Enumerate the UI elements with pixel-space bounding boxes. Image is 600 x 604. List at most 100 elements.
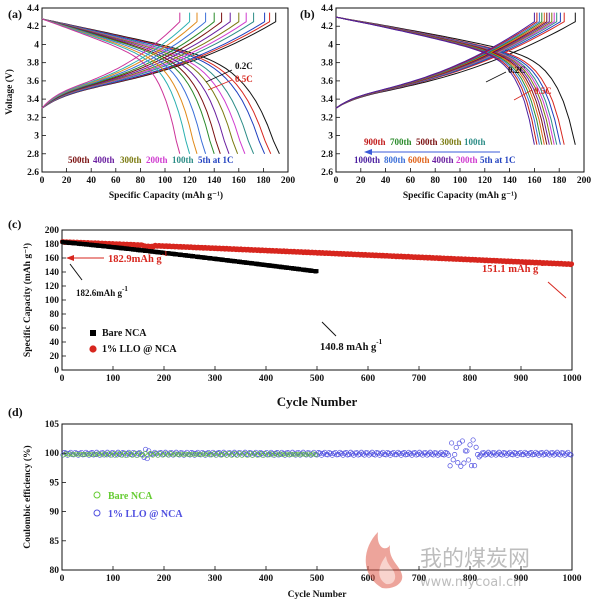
panel-d-point-llo <box>360 451 366 457</box>
panel-d-point-bare <box>173 451 178 457</box>
panel-a-xtick-label: 20 <box>62 176 72 186</box>
panel-c-point-llo <box>568 261 575 267</box>
panel-c-ann-1826: 182.6mAh g-1 <box>76 285 128 298</box>
panel-c-ann-1511: 151.1 mAh g-1 <box>482 260 545 275</box>
panel-c-ann-line-3 <box>321 321 337 337</box>
panel-d-ytick-label: 100 <box>45 449 60 459</box>
panel-b-cyc-800: 800th <box>384 155 406 165</box>
panel-d-point-llo <box>407 451 413 457</box>
panel-c-ann-1511-text: 151.1 mAh g <box>482 264 539 275</box>
panel-a-ytick-label: 3.8 <box>27 59 39 69</box>
panel-d-point-llo <box>563 451 569 457</box>
panel-d-point-bare <box>74 451 79 457</box>
panel-d-legend-marker-llo <box>93 509 101 517</box>
panel-b-ann-02c: 0.2C <box>508 65 526 75</box>
panel-c-legend: Bare NCA 1% LLO @ NCA <box>89 328 177 355</box>
panel-d-point-bare <box>193 452 199 457</box>
panel-a-xtick-label: 0 <box>40 176 45 186</box>
panel-c-legend-marker-bare <box>90 330 96 336</box>
panel-b-xtick-label: 180 <box>552 176 567 186</box>
panel-d-point-bare <box>191 451 196 457</box>
panel-d-point-llo <box>458 463 464 469</box>
panel-a-charge-curve-12 <box>41 12 181 109</box>
panel-c-tag: (c) <box>8 217 21 231</box>
panel-d-point-llo <box>455 460 461 466</box>
panel-a-ytick-label: 3.2 <box>27 113 39 123</box>
panel-b-cyc-900: 900th <box>364 137 386 147</box>
panel-d-point-llo <box>522 449 528 455</box>
panel-d-point-bare <box>267 451 273 456</box>
panel-d-point-llo <box>424 452 430 458</box>
panel-d-point-bare <box>91 451 97 457</box>
panel-c-ann-1829-text: 182.9mAh g <box>108 254 162 265</box>
panel-d-point-bare <box>300 451 306 457</box>
panel-d-point-llo <box>143 446 149 452</box>
panel-c-xtick-label: 500 <box>310 374 325 384</box>
panel-b-ytick-label: 2.6 <box>321 168 333 178</box>
panel-a-cyc-400: 400th <box>93 155 115 165</box>
panel-d-point-bare <box>104 452 110 458</box>
panel-d-point-bare <box>308 452 314 458</box>
panel-c-ann-1408: 140.8 mAh g-1 <box>320 338 383 353</box>
panel-b-ytick-label: 4 <box>328 40 333 50</box>
panel-b-ytick-label: 4.4 <box>321 4 333 14</box>
panel-d-point-bare <box>270 452 275 458</box>
panel-a-xtick-label: 180 <box>256 176 271 186</box>
panel-d-point-bare <box>280 452 286 458</box>
panel-b-xtick-label: 40 <box>381 176 391 186</box>
panel-a-charge-curve-10 <box>41 12 198 109</box>
panel-b-cyc-100: 100th <box>464 137 486 147</box>
panel-a-ytick-label: 4.4 <box>27 4 39 14</box>
panel-d-point-bare <box>181 452 186 457</box>
panel-d-point-llo <box>449 440 455 446</box>
panel-c-axes: 0 100 200 300 400 500 600 700 800 900 1000 0 20 40 60 8… <box>45 226 582 384</box>
panel-c-ann-line-2 <box>69 263 83 281</box>
panel-a-discharge-curve-8 <box>41 18 215 154</box>
panel-d-point-llo <box>395 449 401 455</box>
panel-d-point-bare <box>293 451 298 457</box>
panel-a-ytick-label: 3 <box>34 132 39 142</box>
panel-d-point-bare <box>204 452 209 458</box>
panel-d-point-llo <box>476 454 482 460</box>
panel-b-cyc-700: 700th <box>390 137 412 147</box>
panel-b-cyc-600: 600th <box>408 155 430 165</box>
panel-b-ytick-label: 2.8 <box>321 150 333 160</box>
panel-a-ytick-label: 2.6 <box>27 168 39 178</box>
panel-d-point-bare <box>275 452 281 458</box>
panel-a-ytick-label: 2.8 <box>27 150 39 160</box>
panel-a-discharge-curve-4 <box>41 18 246 154</box>
panel-d-point-bare <box>107 451 112 456</box>
panel-b-ann-05c: 0.5C <box>534 86 552 96</box>
panel-b-cyc-300: 300th <box>440 137 462 147</box>
panel-d-ytick-label: 85 <box>50 537 60 547</box>
panel-a-xtick-label: 60 <box>111 176 121 186</box>
panel-a-xlabel: Specific Capacity (mAh g⁻¹) <box>109 190 223 201</box>
panel-a-ann-line-05c <box>207 79 233 91</box>
panel-d-point-llo <box>140 452 146 458</box>
panel-b-ytick-label: 3.6 <box>321 77 333 87</box>
panel-a-tag: (a) <box>8 7 22 21</box>
panel-c: (c) 0 100 200 300 400 500 600 700 800 900 1000 0 20 4… <box>8 217 582 409</box>
panel-c-xtick-label: 600 <box>361 374 376 384</box>
panel-d-point-llo <box>452 452 458 458</box>
panel-d-point-llo <box>436 451 442 457</box>
panel-b-ytick-label: 3.4 <box>321 95 333 105</box>
panel-d-point-bare <box>176 452 181 458</box>
panel-a-axes: 0 20 40 60 80 100 120 140 160 180 200 2.6 2.8 3 3.2 3.4… <box>27 4 295 186</box>
panel-a-cyc-5th: 5th at 1C <box>198 155 234 165</box>
panel-d-point-llo <box>450 457 456 463</box>
panel-d-point-llo <box>534 451 540 457</box>
panel-a-rate-labels: 0.2C 0.5C <box>205 61 253 91</box>
panel-d-ylabel: Coulombic efficiency (%) <box>22 445 33 548</box>
panel-c-annotations: 182.9mAh g-1 182.6mAh g-1 140.8 mAh g-1 … <box>66 250 567 353</box>
panel-d-point-llo <box>349 451 355 457</box>
panel-c-ytick-label: 140 <box>45 268 60 278</box>
panel-d-point-bare <box>277 451 283 457</box>
panel-d-point-bare <box>313 452 319 458</box>
panel-d-point-bare <box>81 451 87 457</box>
panel-d-point-bare <box>211 451 217 456</box>
panel-b-xtick-label: 160 <box>527 176 542 186</box>
panel-a-ylabel: Voltage (V) <box>4 69 15 115</box>
panel-b: (b) 0 20 40 60 80 100 120 140 160 180 200 2.6 2.8 3 3.… <box>300 4 591 201</box>
panel-b-cyc-500: 500th <box>416 137 438 147</box>
